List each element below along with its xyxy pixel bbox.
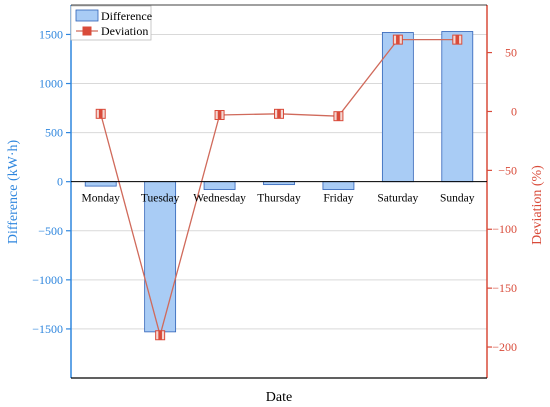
x-axis-title: Date: [266, 390, 292, 405]
left-tick-label: 500: [45, 126, 63, 140]
right-tick-label: −150: [492, 281, 517, 295]
difference-bar: [441, 31, 474, 183]
legend-deviation-marker: [82, 26, 92, 36]
deviation-marker-core: [98, 109, 103, 119]
legend-difference-label: Difference: [101, 9, 152, 23]
left-tick-label: 0: [57, 175, 63, 189]
category-label: Monday: [82, 193, 121, 205]
deviation-marker: [274, 108, 284, 119]
category-label: Friday: [323, 193, 353, 205]
deviation-markers: [95, 34, 463, 341]
left-tick-label: 1000: [39, 77, 63, 91]
left-tick-label: −1000: [32, 273, 63, 287]
left-tick-label: −500: [38, 224, 63, 238]
right-tick-label: 0: [511, 104, 517, 118]
left-tick-label: −1500: [32, 322, 63, 336]
deviation-marker: [333, 111, 344, 122]
right-tick-label: −50: [498, 163, 517, 177]
right-axis-ticks: 50 0 −50 −100 −150 −200: [487, 46, 517, 354]
deviation-marker: [95, 108, 106, 119]
category-label: Sunday: [440, 193, 475, 205]
category-label: Saturday: [377, 193, 418, 205]
difference-bar: [84, 181, 117, 187]
deviation-marker: [452, 34, 463, 45]
left-axis-title: Difference (kW·h): [6, 140, 21, 245]
deviation-marker-core: [455, 35, 460, 45]
deviation-marker: [392, 34, 403, 45]
deviation-marker: [214, 110, 225, 121]
right-tick-label: 50: [505, 46, 517, 60]
right-axis-title: Deviation (%): [530, 165, 545, 245]
deviation-marker-core: [396, 35, 400, 45]
difference-bar: [322, 181, 355, 190]
right-tick-label: −200: [492, 340, 517, 354]
plot-frame: [70, 4, 488, 379]
deviation-marker-core: [336, 111, 341, 121]
legend: Difference Deviation: [70, 5, 152, 41]
left-axis-ticks: 1500 1000 500 0 −500 −1000 −1500: [32, 27, 71, 336]
deviation-marker-core: [158, 330, 162, 340]
category-label: Tuesday: [141, 193, 180, 205]
difference-bar: [381, 32, 414, 183]
category-labels: Monday Tuesday Wednesday Thursday Friday Satu…: [82, 193, 475, 205]
right-tick-label: −100: [492, 222, 517, 236]
category-label: Thursday: [257, 193, 301, 205]
left-tick-label: 1500: [39, 27, 63, 41]
deviation-marker-core: [217, 110, 222, 120]
deviation-marker: [155, 330, 166, 341]
legend-difference-swatch: [75, 9, 99, 22]
difference-bar: [203, 181, 236, 190]
legend-deviation-label: Deviation: [101, 24, 148, 38]
category-label: Wednesday: [193, 193, 246, 205]
deviation-marker-core: [277, 109, 281, 119]
